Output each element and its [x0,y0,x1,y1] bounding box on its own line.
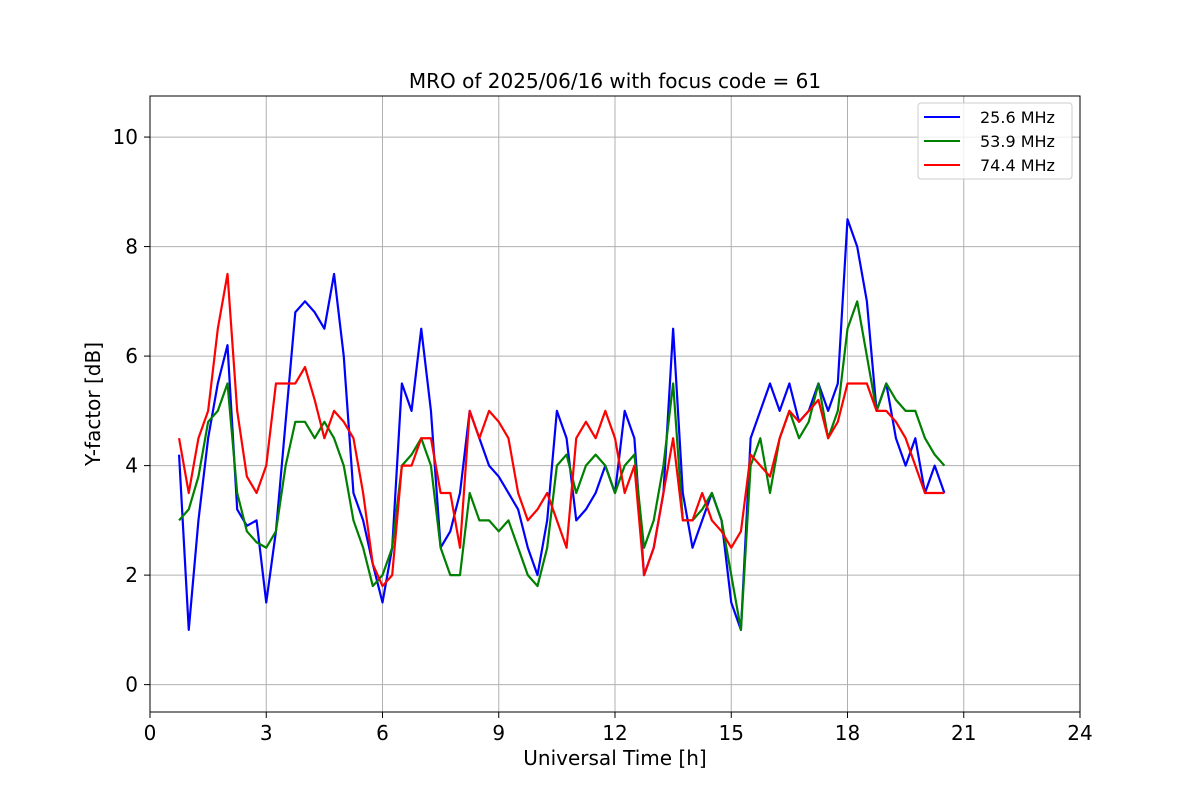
legend-box [917,102,1073,180]
y-tick-label: 4 [125,454,138,478]
y-tick-label: 8 [125,235,138,259]
x-tick-label: 9 [492,721,505,745]
legend-label: 74.4 MHz [980,156,1055,175]
x-tick-label: 24 [1067,721,1092,745]
x-tick-label: 21 [951,721,976,745]
x-tick-label: 3 [260,721,273,745]
series-line-3 [177,272,945,588]
y-tick-label: 10 [113,125,138,149]
x-tick-label: 15 [719,721,744,745]
chart-title: MRO of 2025/06/16 with focus code = 61 [409,69,821,93]
y-axis-label: Y-factor [dB] [81,342,105,467]
y-tick-label: 0 [125,673,138,697]
legend-label: 53.9 MHz [980,132,1055,151]
series-line-2 [178,300,946,631]
x-tick-label: 12 [602,721,627,745]
x-tick-label: 18 [835,721,860,745]
legend: 25.6 MHz 53.9 MHz 74.4 MHz [917,102,1073,180]
y-axis: 0 2 4 6 8 10 [113,125,150,697]
y-tick-label: 2 [125,563,138,587]
x-axis: 0 3 6 9 12 15 18 21 24 [144,712,1093,745]
x-tick-label: 0 [144,721,157,745]
x-tick-label: 6 [376,721,389,745]
series-layer [177,218,946,631]
y-tick-label: 6 [125,344,138,368]
x-axis-label: Universal Time [h] [523,746,706,770]
legend-label: 25.6 MHz [980,108,1055,127]
